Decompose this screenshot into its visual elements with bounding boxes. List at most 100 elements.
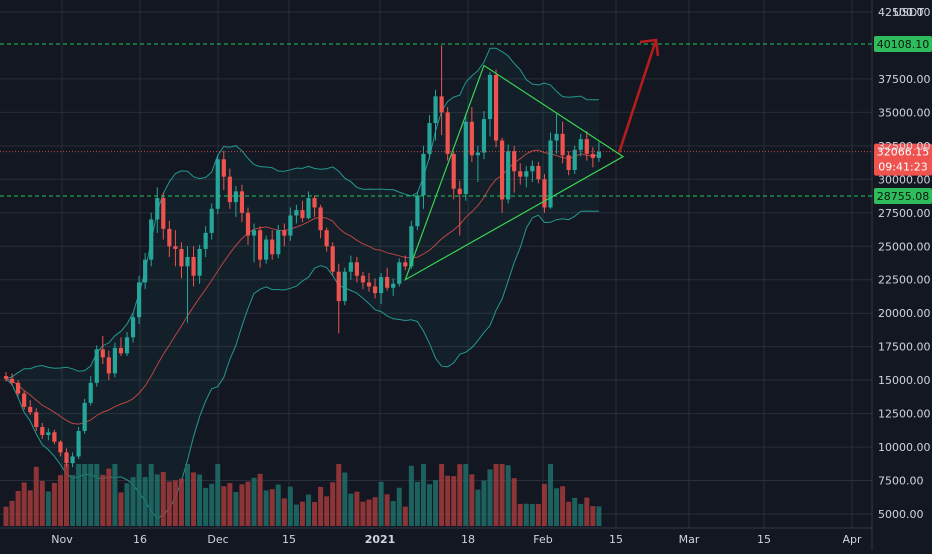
candle-body <box>167 228 172 247</box>
volume-bar <box>251 477 257 526</box>
volume-bar <box>245 481 251 526</box>
price-tick-label: 30000.00 <box>878 173 931 186</box>
candle-body <box>342 271 347 302</box>
candle-body <box>336 271 341 302</box>
candle-body <box>584 139 589 154</box>
price-tick-label: 32500.00 <box>878 140 931 153</box>
candle-body <box>403 262 408 267</box>
candles <box>3 45 601 468</box>
candle-body <box>173 246 178 249</box>
candle-body <box>40 426 45 436</box>
level-price-tag <box>874 187 932 204</box>
volume-bar <box>70 474 76 526</box>
candle-body <box>118 348 124 354</box>
volume-bar <box>342 472 348 526</box>
time-tick-label: 18 <box>461 533 475 546</box>
volume-bar <box>154 474 160 526</box>
price-tick-label: 25000.00 <box>878 240 931 253</box>
time-tick-label: 15 <box>609 533 623 546</box>
candle-body <box>530 165 535 172</box>
volume-bar <box>372 497 378 526</box>
candle-body <box>578 139 583 150</box>
candle-body <box>475 152 480 156</box>
triangle-pattern <box>404 64 625 282</box>
volume-bar <box>33 466 39 526</box>
candle-body <box>542 179 547 208</box>
volume-bar <box>76 464 82 526</box>
candle-body <box>294 210 299 216</box>
candle-body <box>233 191 238 203</box>
candle-body <box>58 441 63 453</box>
candle-body <box>518 171 523 177</box>
candle-body <box>130 317 136 338</box>
candle-body <box>379 277 384 294</box>
volume-bar <box>3 506 9 526</box>
volume-bar <box>275 484 281 526</box>
volume-bar <box>451 476 457 526</box>
volume-bar <box>9 500 15 526</box>
drawings[interactable] <box>404 38 660 282</box>
volume-bar <box>281 498 287 526</box>
volume-bar <box>457 464 463 526</box>
volume-bar <box>21 482 27 526</box>
candle-body <box>94 349 99 383</box>
volume-bar <box>172 480 178 526</box>
candle-body <box>451 153 456 189</box>
volume-bar <box>100 474 106 526</box>
candle-body <box>318 207 323 231</box>
candle-body <box>372 286 378 294</box>
time-tick-label: 15 <box>757 533 771 546</box>
candle-body <box>433 96 438 124</box>
candle-body <box>590 153 595 158</box>
volume-bar <box>499 464 505 526</box>
volume-bar <box>420 464 426 526</box>
time-tick-label: 16 <box>133 533 147 546</box>
bollinger-band-fill <box>6 48 599 519</box>
candle-body <box>391 283 396 288</box>
candle-body <box>276 230 281 255</box>
volume-bar <box>481 480 487 526</box>
candle-body <box>536 165 541 180</box>
volume-bar <box>142 477 148 526</box>
candle-body <box>282 230 287 236</box>
candle-body <box>70 456 75 464</box>
volume-bar <box>269 489 275 526</box>
candle-body <box>22 393 27 407</box>
candle-body <box>306 198 311 219</box>
volume-bar <box>469 474 475 526</box>
volume-bar <box>299 501 305 526</box>
price-tick-label: 27500.00 <box>878 207 931 220</box>
volume-bar <box>433 480 439 526</box>
candle-body <box>397 262 402 284</box>
level-price-tag <box>874 36 932 53</box>
candle-body <box>191 256 196 276</box>
price-tick-label: 22500.00 <box>878 274 931 287</box>
volume-bar <box>209 483 215 526</box>
volume-bar <box>414 481 420 526</box>
volume-bar <box>330 482 336 526</box>
candle-body <box>312 198 317 208</box>
volume-bar <box>88 464 94 526</box>
candle-body <box>179 248 184 267</box>
price-tick-label: 35000.00 <box>878 106 931 119</box>
candle-body <box>348 262 353 272</box>
candle-body <box>251 230 257 236</box>
price-axis[interactable]: 5000.00 7500.00 10000.00 12500.00 15000.00 17… <box>878 6 931 521</box>
candle-body <box>409 226 414 267</box>
volume-bar <box>596 506 602 526</box>
candle-body <box>64 452 69 464</box>
candle-body <box>554 133 559 141</box>
volume-bar <box>336 464 342 526</box>
currency-label: USDT <box>893 6 924 19</box>
volume-bar <box>64 464 69 526</box>
volume-bar <box>578 504 584 526</box>
candle-body <box>215 159 220 209</box>
volume-bar <box>39 481 45 526</box>
time-axis[interactable]: Nov 16 Dec 15 2021 18 Feb 15 Mar 15 Apr <box>51 533 862 546</box>
volume-bar <box>324 496 330 526</box>
volume-bar <box>45 491 51 526</box>
candle-body <box>415 195 420 227</box>
candle-body <box>445 112 450 154</box>
